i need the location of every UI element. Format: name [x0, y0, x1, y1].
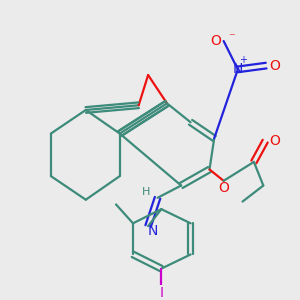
Text: O: O: [211, 34, 221, 48]
Text: N: N: [148, 224, 158, 238]
Text: O: O: [269, 58, 280, 73]
Text: +: +: [238, 55, 247, 65]
Text: O: O: [269, 134, 280, 148]
Text: I: I: [159, 286, 163, 300]
Text: N: N: [232, 62, 243, 76]
Text: ⁻: ⁻: [228, 32, 235, 45]
Text: O: O: [218, 182, 229, 195]
Text: H: H: [142, 187, 150, 197]
